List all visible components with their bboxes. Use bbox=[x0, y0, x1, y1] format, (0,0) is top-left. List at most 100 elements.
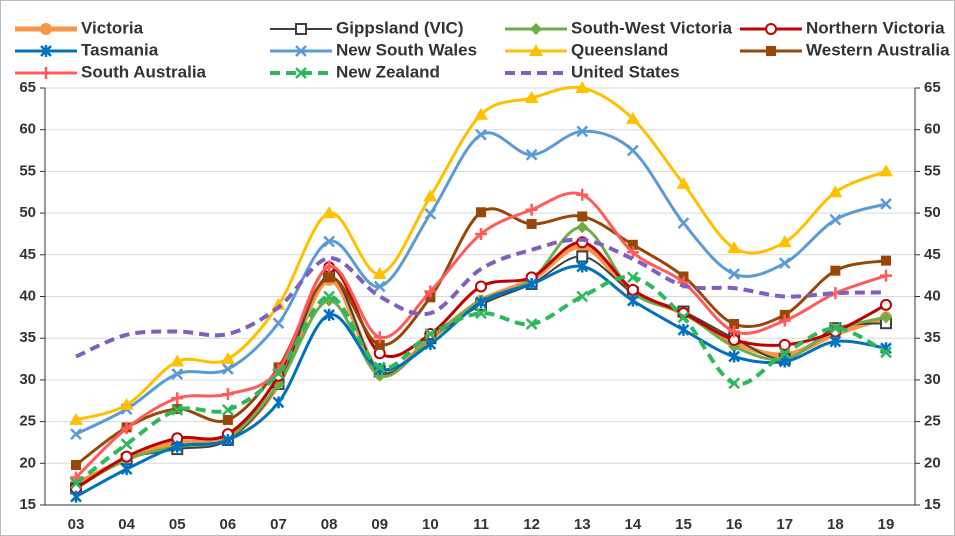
marker bbox=[170, 354, 185, 367]
x-tick-label: 09 bbox=[371, 516, 388, 533]
marker bbox=[676, 176, 691, 189]
marker bbox=[373, 361, 386, 374]
x-tick-label: 10 bbox=[422, 516, 439, 533]
marker bbox=[626, 144, 639, 157]
marker bbox=[777, 235, 792, 248]
y2-tick-label: 65 bbox=[924, 79, 941, 96]
marker bbox=[475, 296, 487, 309]
y-tick-label: 20 bbox=[19, 454, 36, 471]
marker bbox=[828, 185, 843, 198]
series bbox=[75, 237, 887, 359]
legend-label: Tasmania bbox=[81, 40, 159, 59]
y2-tick-label: 50 bbox=[924, 204, 941, 221]
y-tick-label: 35 bbox=[19, 329, 36, 346]
x-tick-label: 08 bbox=[321, 516, 338, 533]
marker bbox=[728, 350, 741, 363]
marker bbox=[677, 323, 690, 336]
marker bbox=[778, 314, 791, 327]
marker bbox=[324, 272, 335, 283]
series-line bbox=[75, 264, 887, 498]
series bbox=[70, 260, 892, 503]
marker bbox=[626, 271, 639, 284]
marker bbox=[475, 128, 487, 141]
marker bbox=[728, 268, 741, 280]
marker bbox=[424, 285, 437, 298]
marker bbox=[525, 277, 538, 290]
legend-marker bbox=[40, 23, 52, 35]
series-line bbox=[74, 274, 887, 485]
marker bbox=[221, 363, 234, 375]
marker bbox=[627, 239, 638, 250]
marker bbox=[372, 266, 387, 279]
marker bbox=[323, 235, 336, 248]
marker bbox=[221, 388, 234, 401]
series bbox=[70, 188, 892, 484]
marker bbox=[880, 269, 892, 282]
marker bbox=[778, 338, 791, 351]
x-tick-label: 14 bbox=[625, 516, 642, 533]
marker bbox=[424, 208, 437, 220]
legend-label: Northern Victoria bbox=[806, 18, 945, 37]
y-tick-label: 50 bbox=[19, 204, 36, 221]
y-tick-label: 45 bbox=[19, 246, 36, 263]
marker bbox=[625, 111, 640, 124]
legend-marker bbox=[295, 67, 307, 79]
series bbox=[69, 81, 893, 425]
y-tick-label: 55 bbox=[19, 162, 36, 179]
x-tick-label: 07 bbox=[270, 516, 287, 533]
y2-tick-label: 25 bbox=[924, 413, 941, 430]
legend-label: New Zealand bbox=[336, 62, 440, 81]
marker bbox=[829, 322, 842, 335]
marker bbox=[373, 280, 386, 293]
marker bbox=[424, 328, 437, 340]
marker bbox=[577, 211, 588, 222]
marker bbox=[221, 433, 234, 446]
y2-tick-label: 55 bbox=[924, 162, 941, 179]
legend-marker bbox=[529, 44, 543, 56]
marker bbox=[576, 250, 589, 263]
marker bbox=[424, 338, 437, 351]
x-tick-label: 13 bbox=[574, 516, 591, 533]
legend-label: Victoria bbox=[81, 18, 144, 37]
marker bbox=[576, 125, 589, 138]
marker bbox=[626, 283, 639, 296]
marker bbox=[171, 440, 184, 453]
legend-marker bbox=[295, 45, 307, 57]
legend-label: South-West Victoria bbox=[571, 18, 732, 37]
marker bbox=[475, 227, 487, 240]
marker bbox=[778, 257, 791, 270]
marker bbox=[576, 260, 589, 273]
marker bbox=[576, 221, 589, 234]
x-tick-label: 12 bbox=[523, 516, 540, 533]
marker bbox=[525, 203, 538, 216]
marker bbox=[626, 294, 639, 307]
marker bbox=[71, 459, 81, 470]
marker bbox=[576, 188, 589, 201]
marker bbox=[728, 377, 741, 390]
marker bbox=[272, 317, 285, 330]
x-tick-label: 11 bbox=[473, 516, 489, 533]
marker bbox=[728, 325, 741, 338]
legend-label: New South Wales bbox=[336, 40, 477, 59]
marker bbox=[525, 318, 538, 330]
marker bbox=[524, 91, 539, 104]
x-tick-label: 05 bbox=[169, 516, 186, 533]
y-tick-label: 15 bbox=[19, 496, 36, 513]
x-tick-label: 15 bbox=[675, 516, 692, 533]
legend-marker bbox=[766, 46, 776, 56]
x-tick-label: 18 bbox=[827, 516, 844, 533]
marker bbox=[120, 463, 133, 476]
marker bbox=[69, 412, 83, 425]
marker bbox=[525, 148, 538, 161]
marker bbox=[272, 367, 285, 380]
legend-marker bbox=[765, 23, 777, 35]
legend-label: Queensland bbox=[571, 40, 668, 59]
y-tick-label: 65 bbox=[19, 79, 36, 96]
y-tick-label: 40 bbox=[19, 287, 36, 304]
series bbox=[70, 125, 892, 440]
marker bbox=[880, 346, 892, 359]
y-tick-label: 25 bbox=[19, 413, 36, 430]
marker bbox=[881, 255, 891, 266]
marker bbox=[830, 265, 841, 276]
marker bbox=[576, 290, 589, 303]
